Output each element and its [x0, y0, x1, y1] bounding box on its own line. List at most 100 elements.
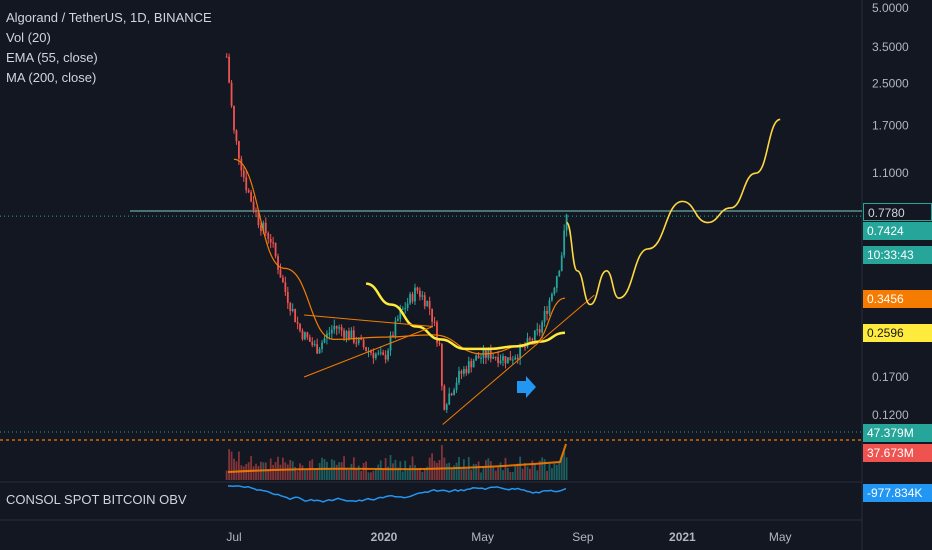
volume-bar [257, 465, 260, 480]
volume-bar [233, 458, 235, 480]
volume-bar [504, 457, 507, 480]
candle-body [286, 291, 289, 303]
candle-body [233, 105, 235, 131]
projection-line [565, 118, 781, 306]
volume-bar [406, 470, 409, 480]
candle-body [494, 356, 497, 358]
candle-body [492, 356, 495, 359]
candle-body [497, 357, 500, 364]
candle-body [328, 333, 331, 335]
candle-body [480, 357, 482, 359]
price-tag: 0.2596 [863, 324, 932, 342]
volume-bar [318, 463, 321, 480]
obv-line [228, 485, 567, 503]
ma-indicator-label[interactable]: MA (200, close) [6, 70, 97, 85]
volume-bar [553, 463, 556, 480]
ema-indicator-label[interactable]: EMA (55, close) [6, 50, 98, 65]
volume-bar [306, 469, 309, 480]
volume-bar [423, 468, 426, 480]
volume-bar [355, 468, 358, 480]
candle-body [357, 338, 360, 344]
candle-body [360, 338, 363, 340]
candle-body [455, 382, 458, 390]
candle-body [409, 294, 411, 304]
candle-body [453, 389, 456, 395]
candle-body [301, 330, 304, 340]
volume-bar [286, 464, 289, 480]
candle-body [242, 170, 245, 178]
candle-body [299, 323, 301, 331]
candle-body [460, 371, 463, 374]
volume-tag: 37.673M [863, 444, 932, 462]
candle-body [423, 295, 426, 307]
candle-body [472, 360, 475, 368]
volume-bar [277, 456, 279, 480]
volume-bar [326, 461, 328, 480]
volume-bar [519, 456, 522, 480]
volume-bar [250, 456, 253, 480]
candle-body [548, 300, 551, 314]
obv-indicator-label[interactable]: CONSOL SPOT BITCOIN OBV [6, 492, 187, 507]
volume-bar [313, 468, 316, 480]
symbol-title[interactable]: Algorand / TetherUS, 1D, BINANCE [6, 10, 212, 25]
volume-bar [502, 470, 504, 480]
volume-bar [538, 460, 541, 480]
price-tag: 10:33:43 [863, 246, 932, 264]
volume-bar [404, 460, 407, 480]
candle-body [465, 368, 468, 373]
candle-body [264, 222, 267, 233]
candle-body [323, 338, 326, 343]
candle-body [387, 350, 389, 360]
volume-bar [448, 462, 451, 480]
candle-body [374, 354, 377, 359]
y-tick-label: 0.1700 [872, 370, 909, 384]
volume-bar [350, 463, 353, 480]
y-tick-label: 5.0000 [872, 1, 909, 15]
volume-bar [242, 466, 245, 480]
candlesticks [225, 53, 568, 414]
volume-bar [431, 453, 433, 480]
candle-body [529, 338, 531, 340]
volume-bar [541, 457, 544, 480]
volume-bar [414, 465, 416, 480]
ma-line [365, 282, 566, 351]
vol-indicator-label[interactable]: Vol (20) [6, 30, 51, 45]
volume-bar [455, 462, 458, 480]
volume-bar [472, 463, 475, 480]
volume-bar [450, 468, 453, 480]
price-tag: 0.7780 [863, 203, 932, 221]
volume-bar [338, 462, 341, 480]
volume-bar [507, 467, 509, 480]
candle-body [558, 271, 561, 277]
candle-body [443, 385, 446, 410]
candle-body [284, 282, 287, 292]
candle-body [565, 214, 568, 231]
candle-body [330, 329, 333, 334]
volume-bar [494, 470, 497, 480]
candle-body [245, 177, 248, 191]
volume-bar [565, 457, 568, 480]
candle-body [326, 333, 328, 339]
candle-body [514, 357, 517, 360]
candle-body [257, 212, 260, 226]
triangle-lower-line [303, 326, 434, 378]
volume-bar [533, 463, 536, 480]
volume-bar [438, 460, 441, 480]
volume-bar [279, 464, 282, 480]
x-tick-label: May [471, 530, 494, 544]
candle-body [255, 210, 257, 213]
volume-bar [465, 468, 468, 480]
candle-body [250, 192, 253, 202]
x-tick-label: 2021 [669, 530, 696, 544]
volume-bar [418, 467, 421, 480]
candle-body [477, 355, 480, 359]
candle-body [311, 341, 314, 345]
volume-bar [294, 466, 297, 480]
volume-bar [482, 466, 485, 480]
volume-bar [543, 459, 546, 480]
volume-bar [225, 470, 228, 480]
volume-bar [521, 468, 524, 480]
x-tick-label: 2020 [371, 530, 398, 544]
volume-bar [499, 462, 502, 480]
